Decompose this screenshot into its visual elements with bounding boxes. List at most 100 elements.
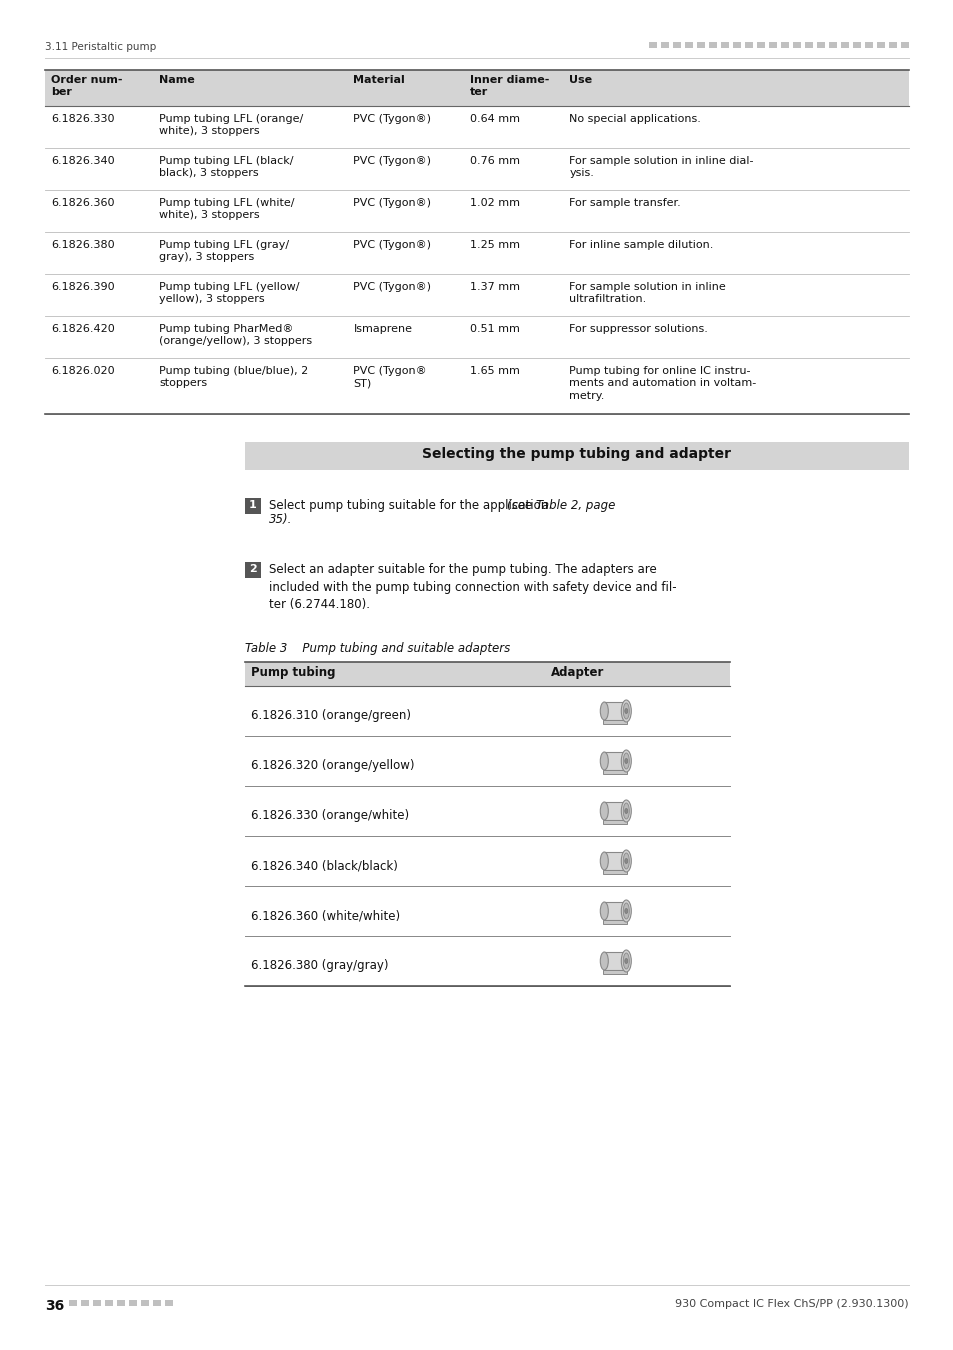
Text: Pump tubing PharMed®
(orange/yellow), 3 stoppers: Pump tubing PharMed® (orange/yellow), 3 …: [159, 324, 312, 347]
Bar: [81, 1300, 89, 1305]
Bar: [245, 498, 261, 514]
Bar: [768, 42, 776, 49]
Bar: [129, 1300, 137, 1305]
Text: 36: 36: [45, 1299, 64, 1314]
Text: PVC (Tygon®): PVC (Tygon®): [353, 198, 431, 208]
Text: Pump tubing: Pump tubing: [251, 666, 335, 679]
Bar: [45, 358, 908, 414]
Text: 6.1826.320 (orange/yellow): 6.1826.320 (orange/yellow): [251, 760, 414, 772]
Ellipse shape: [620, 900, 631, 922]
Text: PVC (Tygon®
ST): PVC (Tygon® ST): [353, 366, 427, 389]
Text: 6.1826.360: 6.1826.360: [51, 198, 114, 208]
Bar: [900, 42, 908, 49]
Text: Ismaprene: Ismaprene: [353, 324, 412, 333]
Bar: [804, 42, 812, 49]
Bar: [245, 686, 729, 736]
Text: Pump tubing LFL (white/
white), 3 stoppers: Pump tubing LFL (white/ white), 3 stoppe…: [159, 198, 294, 220]
Text: Order num-
ber: Order num- ber: [51, 76, 122, 97]
Text: PVC (Tygon®): PVC (Tygon®): [353, 240, 431, 250]
Text: Pump tubing LFL (gray/
gray), 3 stoppers: Pump tubing LFL (gray/ gray), 3 stoppers: [159, 240, 289, 262]
Text: PVC (Tygon®): PVC (Tygon®): [353, 157, 431, 166]
Ellipse shape: [624, 709, 627, 714]
Text: Select an adapter suitable for the pump tubing. The adapters are
included with t: Select an adapter suitable for the pump …: [269, 563, 676, 612]
Bar: [45, 70, 908, 107]
Bar: [672, 42, 680, 49]
Bar: [732, 42, 740, 49]
Bar: [152, 1300, 161, 1305]
Ellipse shape: [599, 752, 608, 769]
Text: 0.51 mm: 0.51 mm: [470, 324, 519, 333]
Ellipse shape: [622, 853, 629, 869]
Text: Inner diame-
ter: Inner diame- ter: [470, 76, 549, 97]
Ellipse shape: [624, 759, 627, 764]
Bar: [105, 1300, 112, 1305]
Bar: [245, 936, 729, 986]
Text: Use: Use: [569, 76, 592, 85]
Text: For suppressor solutions.: For suppressor solutions.: [569, 324, 707, 333]
Bar: [720, 42, 728, 49]
Ellipse shape: [599, 902, 608, 919]
Bar: [602, 819, 627, 823]
Ellipse shape: [622, 703, 629, 720]
Bar: [876, 42, 884, 49]
Text: 1.37 mm: 1.37 mm: [470, 282, 519, 292]
Text: PVC (Tygon®): PVC (Tygon®): [353, 282, 431, 292]
Bar: [648, 42, 657, 49]
Text: 1: 1: [249, 500, 256, 509]
Bar: [852, 42, 861, 49]
Text: For sample solution in inline dial-
ysis.: For sample solution in inline dial- ysis…: [569, 157, 753, 178]
Bar: [602, 869, 627, 873]
Ellipse shape: [624, 909, 627, 914]
Bar: [602, 971, 627, 973]
Bar: [841, 42, 848, 49]
Ellipse shape: [622, 753, 629, 769]
Bar: [781, 42, 788, 49]
Bar: [828, 42, 836, 49]
Text: 6.1826.330 (orange/white): 6.1826.330 (orange/white): [251, 810, 409, 822]
Ellipse shape: [620, 850, 631, 872]
Text: Name: Name: [159, 76, 194, 85]
Text: 6.1826.330: 6.1826.330: [51, 113, 114, 124]
Bar: [684, 42, 692, 49]
Text: 3.11 Peristaltic pump: 3.11 Peristaltic pump: [45, 42, 156, 53]
Text: 1.02 mm: 1.02 mm: [470, 198, 519, 208]
Text: 1.25 mm: 1.25 mm: [470, 240, 519, 250]
Bar: [603, 852, 625, 869]
Text: Pump tubing LFL (orange/
white), 3 stoppers: Pump tubing LFL (orange/ white), 3 stopp…: [159, 113, 303, 136]
Bar: [602, 720, 627, 724]
Bar: [245, 662, 729, 686]
Ellipse shape: [624, 809, 627, 814]
Ellipse shape: [599, 852, 608, 869]
Text: Material: Material: [353, 76, 405, 85]
Bar: [45, 190, 908, 232]
Bar: [603, 952, 625, 971]
Bar: [744, 42, 752, 49]
Bar: [117, 1300, 125, 1305]
Text: Adapter: Adapter: [551, 666, 604, 679]
Text: Pump tubing for online IC instru-
ments and automation in voltam-
metry.: Pump tubing for online IC instru- ments …: [569, 366, 756, 401]
Ellipse shape: [599, 702, 608, 720]
Bar: [45, 274, 908, 316]
Bar: [245, 836, 729, 886]
Text: 6.1826.310 (orange/green): 6.1826.310 (orange/green): [251, 710, 411, 722]
Bar: [757, 42, 764, 49]
Bar: [660, 42, 668, 49]
Bar: [708, 42, 717, 49]
Text: Pump tubing (blue/blue), 2
stoppers: Pump tubing (blue/blue), 2 stoppers: [159, 366, 308, 389]
Bar: [45, 107, 908, 148]
Bar: [602, 769, 627, 774]
Bar: [45, 316, 908, 358]
Text: (see Table 2, page: (see Table 2, page: [506, 500, 615, 512]
Ellipse shape: [599, 802, 608, 819]
Text: 6.1826.020: 6.1826.020: [51, 366, 114, 377]
Ellipse shape: [624, 859, 627, 864]
Text: No special applications.: No special applications.: [569, 113, 700, 124]
Text: Select pump tubing suitable for the application: Select pump tubing suitable for the appl…: [269, 500, 552, 512]
Bar: [245, 886, 729, 936]
Bar: [603, 902, 625, 919]
Bar: [69, 1300, 77, 1305]
Text: 0.76 mm: 0.76 mm: [470, 157, 519, 166]
Ellipse shape: [620, 950, 631, 972]
Text: 2: 2: [249, 563, 256, 574]
Bar: [165, 1300, 172, 1305]
